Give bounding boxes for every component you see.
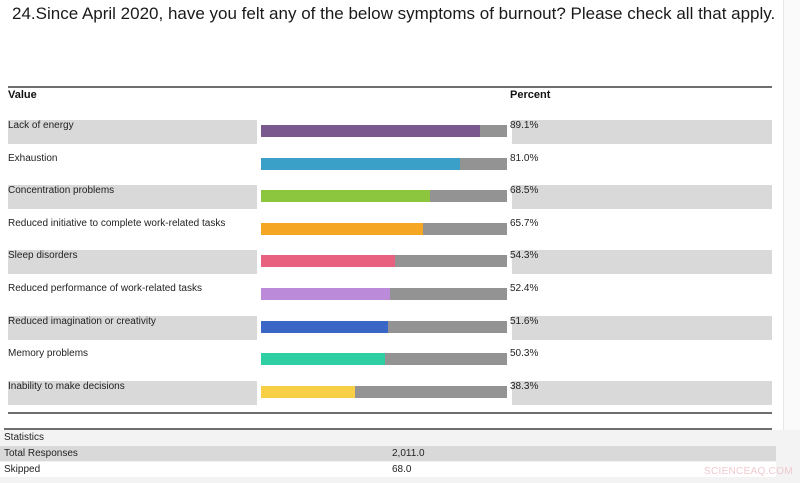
table-row: Reduced imagination or creativity 51.6%	[0, 314, 780, 346]
percent-cell-bg	[512, 348, 772, 372]
label-cell-bg	[8, 250, 257, 275]
percent-cell-bg	[512, 283, 772, 307]
header-value: Value	[8, 89, 37, 101]
statistics-row-total: Total Responses 2,011.0	[0, 446, 776, 461]
label-cell-bg	[8, 185, 257, 210]
row-label: Reduced imagination or creativity	[8, 315, 156, 327]
row-percent: 50.3%	[510, 348, 539, 360]
question-title: 24.Since April 2020, have you felt any o…	[12, 4, 776, 23]
header-percent: Percent	[510, 89, 551, 101]
row-label: Reduced initiative to complete work-rela…	[8, 217, 226, 229]
stat-label: Skipped	[4, 464, 41, 475]
statistics-top-rule	[4, 428, 772, 430]
row-label: Exhaustion	[8, 152, 58, 164]
row-label: Inability to make decisions	[8, 380, 125, 392]
table-row: Memory problems 50.3%	[0, 346, 780, 378]
table-row: Exhaustion 81.0%	[0, 151, 780, 183]
table-row: Inability to make decisions 38.3%	[0, 379, 780, 411]
row-percent: 54.3%	[510, 250, 539, 262]
row-percent: 81.0%	[510, 152, 539, 164]
percent-cell-bg	[512, 185, 772, 210]
bar-track	[261, 255, 507, 268]
row-percent: 65.7%	[510, 217, 539, 229]
bar-fill	[261, 190, 430, 203]
bar-fill	[261, 157, 461, 170]
row-percent: 38.3%	[510, 380, 539, 392]
row-label: Concentration problems	[8, 185, 115, 197]
panel-edge	[783, 0, 800, 430]
statistics-heading-row: Statistics	[0, 430, 776, 445]
label-cell-bg	[8, 315, 257, 340]
bar-fill	[261, 125, 481, 137]
row-percent: 68.5%	[510, 185, 539, 197]
bar-track	[261, 157, 507, 170]
row-percent: 51.6%	[510, 315, 539, 327]
stat-value: 68.0	[392, 464, 412, 475]
bar-track	[261, 288, 507, 300]
bar-fill	[261, 255, 395, 268]
row-label: Memory problems	[8, 348, 89, 360]
percent-cell-bg	[512, 218, 772, 242]
table-row: Reduced initiative to complete work-rela…	[0, 216, 780, 248]
label-cell-bg	[8, 120, 257, 144]
bar-track	[261, 320, 507, 333]
statistics-row-skipped: Skipped 68.0	[0, 462, 776, 477]
table-top-rule	[8, 86, 772, 88]
bar-fill	[261, 222, 423, 235]
bar-track	[261, 353, 507, 366]
label-cell-bg	[8, 380, 257, 405]
table-row: Sleep disorders 54.3%	[0, 248, 780, 280]
table-row: Concentration problems 68.5%	[0, 183, 780, 215]
table-bottom-rule	[8, 412, 772, 414]
row-label: Lack of energy	[8, 120, 74, 131]
bar-track	[261, 190, 507, 203]
percent-cell-bg	[512, 250, 772, 275]
percent-cell-bg	[512, 315, 772, 340]
bar-fill	[261, 320, 388, 333]
row-label: Reduced performance of work-related task…	[8, 283, 202, 294]
stat-value: 2,011.0	[392, 448, 425, 459]
row-percent: 52.4%	[510, 283, 539, 294]
row-percent: 89.1%	[510, 120, 539, 131]
row-label: Sleep disorders	[8, 250, 78, 262]
percent-cell-bg	[512, 153, 772, 177]
table-row: Lack of energy 89.1%	[0, 118, 780, 150]
statistics-heading: Statistics	[4, 432, 45, 443]
bar-track	[261, 385, 507, 398]
watermark: SCIENCEAQ.COM	[704, 466, 793, 477]
bar-track	[261, 125, 507, 137]
percent-cell-bg	[512, 380, 772, 405]
bar-fill	[261, 288, 390, 300]
percent-cell-bg	[512, 120, 772, 144]
stat-label: Total Responses	[4, 448, 78, 459]
bar-fill	[261, 385, 356, 398]
bar-fill	[261, 353, 385, 366]
table-row: Reduced performance of work-related task…	[0, 281, 780, 313]
bar-track	[261, 222, 507, 235]
